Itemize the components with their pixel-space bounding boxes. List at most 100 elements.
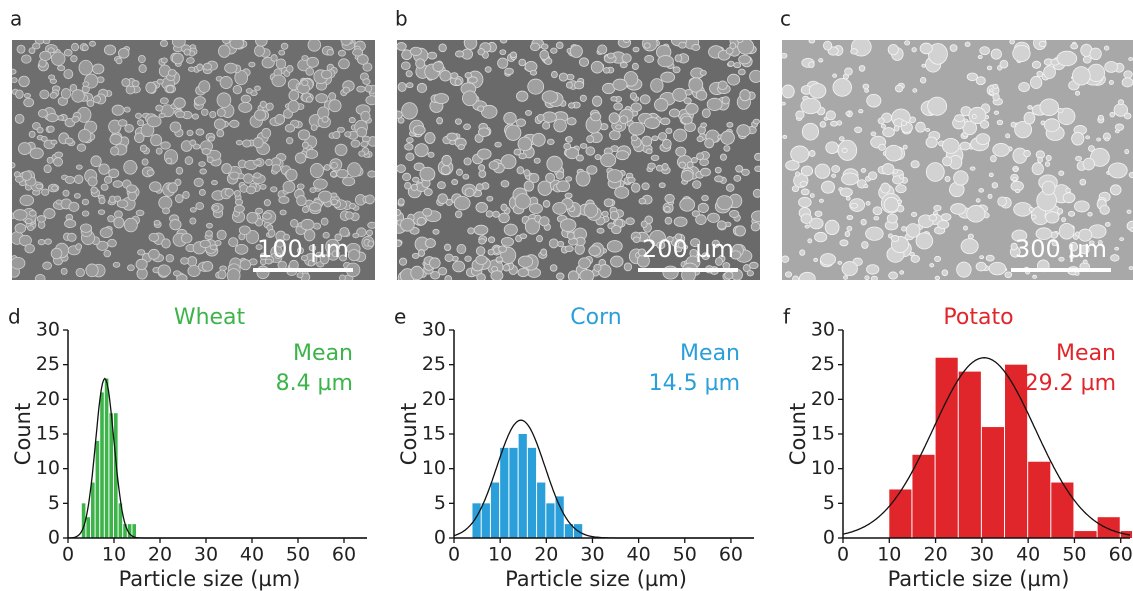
particle — [1108, 80, 1114, 85]
particle — [1010, 242, 1018, 251]
particle — [492, 210, 500, 218]
particle — [81, 44, 89, 51]
particle — [715, 257, 723, 266]
particle — [159, 97, 169, 105]
particle — [242, 139, 252, 148]
particle — [514, 193, 531, 210]
particle — [467, 76, 478, 84]
particle — [207, 136, 215, 142]
particle — [115, 57, 123, 65]
particle — [697, 202, 709, 213]
particle — [988, 91, 994, 95]
particle — [701, 108, 711, 118]
particle — [650, 154, 660, 162]
particle — [1088, 240, 1095, 246]
particle — [739, 89, 751, 102]
particle — [1018, 81, 1030, 93]
particle — [186, 129, 194, 137]
particle — [963, 225, 968, 231]
particle — [754, 152, 760, 161]
particle — [517, 255, 534, 268]
particle — [736, 40, 744, 43]
y-tick-label: 30 — [36, 319, 60, 341]
particle — [904, 40, 911, 46]
particle — [18, 75, 30, 88]
particle — [672, 66, 681, 74]
particle — [301, 141, 309, 149]
particle — [751, 210, 760, 223]
particle — [221, 163, 232, 174]
particle — [545, 172, 555, 183]
particle — [47, 125, 55, 133]
particle — [1075, 155, 1082, 162]
particle — [348, 117, 356, 124]
particle — [198, 161, 206, 167]
particle — [367, 240, 375, 247]
particle — [462, 173, 470, 180]
particle — [478, 164, 486, 172]
particle — [600, 152, 617, 168]
particle — [397, 198, 405, 206]
particle — [865, 201, 871, 206]
particle — [1128, 266, 1133, 271]
particle — [997, 196, 1007, 207]
particle — [464, 72, 473, 79]
y-tick-label: 15 — [422, 423, 446, 445]
bar — [981, 427, 1005, 538]
particle — [201, 261, 214, 272]
particle — [607, 52, 615, 59]
particle — [195, 128, 205, 136]
particle — [451, 178, 459, 186]
particle — [986, 65, 993, 71]
plot — [472, 434, 583, 538]
x-tick-label: 60 — [1109, 544, 1133, 566]
x-tick-label: 50 — [673, 544, 697, 566]
particle — [674, 233, 683, 241]
particle — [641, 182, 650, 191]
particle — [455, 50, 465, 58]
particle — [992, 143, 1010, 157]
particle — [631, 62, 639, 71]
particle — [1071, 131, 1085, 146]
particle — [279, 209, 287, 216]
particle — [668, 108, 680, 118]
particle — [536, 113, 545, 122]
particle — [809, 217, 824, 230]
chart-title: Corn — [570, 305, 621, 330]
particle — [800, 188, 810, 196]
particle — [814, 210, 823, 217]
particle — [601, 210, 609, 217]
particle — [498, 245, 507, 253]
particle — [564, 245, 574, 253]
particle — [51, 185, 59, 191]
particle — [844, 231, 851, 237]
bar — [132, 524, 136, 538]
y-tick-label: 25 — [422, 353, 446, 375]
y-axis-label: Count — [397, 403, 421, 465]
particle — [782, 134, 788, 139]
particle — [610, 96, 618, 102]
particle — [340, 40, 352, 46]
particle — [1103, 45, 1110, 51]
chart-title: Potato — [943, 305, 1013, 330]
particle — [899, 174, 904, 180]
particle — [516, 166, 525, 175]
particle — [798, 196, 812, 208]
particle — [475, 246, 486, 256]
particle — [330, 198, 338, 205]
particle — [845, 196, 851, 201]
particle — [473, 224, 489, 236]
particle — [809, 193, 815, 198]
particle — [55, 199, 63, 205]
particle — [643, 42, 651, 49]
particle — [621, 53, 632, 63]
particle — [630, 134, 639, 142]
particle — [23, 93, 32, 99]
particle — [1012, 176, 1018, 182]
particle — [123, 217, 138, 233]
particle — [100, 183, 109, 191]
y-tick-label: 25 — [811, 353, 835, 375]
particle — [280, 42, 289, 50]
particle — [478, 170, 487, 178]
scale-bar-label: 200 µm — [642, 235, 734, 263]
